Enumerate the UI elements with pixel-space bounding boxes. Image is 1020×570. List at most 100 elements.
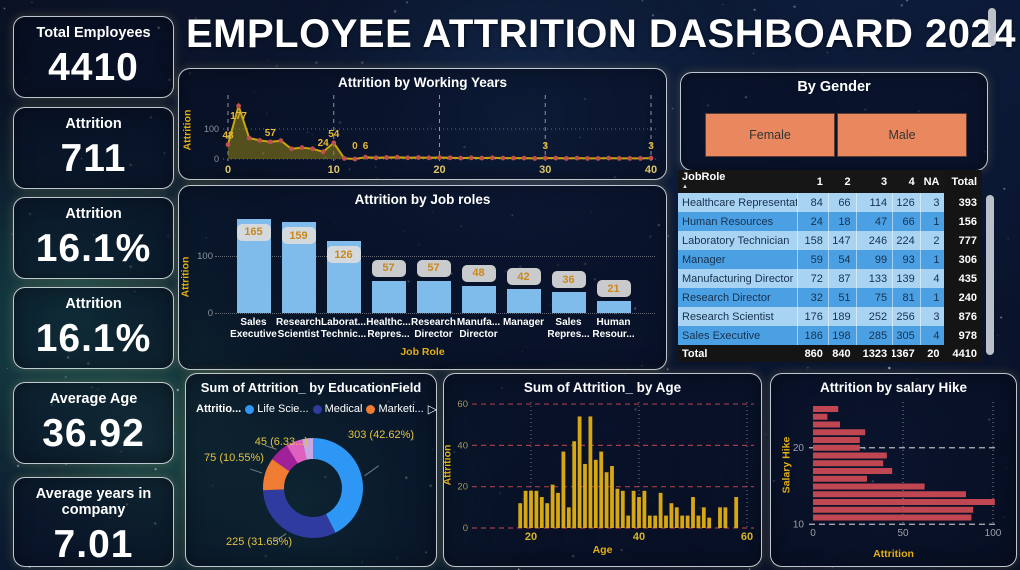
- bar-age-46[interactable]: [670, 503, 674, 528]
- data-point-year-33[interactable]: [575, 156, 580, 161]
- table-scrollbar[interactable]: [986, 195, 994, 355]
- data-point-year-18[interactable]: [416, 155, 421, 160]
- table-row[interactable]: Research Director 32 51 75 81 1 240: [678, 288, 982, 307]
- page-scrollbar[interactable]: [988, 8, 996, 46]
- bar-age-38[interactable]: [626, 516, 630, 528]
- data-point-year-27[interactable]: [511, 156, 516, 161]
- data-point-year-10[interactable]: [331, 140, 336, 145]
- table-row[interactable]: Manager 59 54 99 93 1 306: [678, 250, 982, 269]
- bar-healthc...-repres...[interactable]: [372, 281, 406, 313]
- data-point-year-39[interactable]: [638, 156, 643, 161]
- data-point-year-28[interactable]: [522, 156, 527, 161]
- data-point-year-30[interactable]: [543, 156, 548, 161]
- bar-research-director[interactable]: [417, 281, 451, 313]
- bar-age-37[interactable]: [621, 491, 625, 528]
- bar-hike-15[interactable]: [813, 484, 925, 490]
- bar-age-27[interactable]: [567, 507, 571, 528]
- column-header-jobrole[interactable]: JobRole ▲: [678, 170, 797, 193]
- bar-age-53[interactable]: [707, 518, 711, 528]
- bar-age-28[interactable]: [572, 441, 576, 528]
- bar-manufa...-director[interactable]: [462, 286, 496, 313]
- data-point-year-3[interactable]: [257, 138, 262, 143]
- data-point-year-35[interactable]: [596, 156, 601, 161]
- bar-age-26[interactable]: [562, 452, 566, 528]
- bar-hike-25[interactable]: [813, 406, 838, 412]
- bar-hike-19[interactable]: [813, 453, 887, 459]
- bar-age-31[interactable]: [589, 416, 593, 528]
- bar-age-39[interactable]: [632, 491, 636, 528]
- bar-sales-repres...[interactable]: [552, 292, 586, 313]
- bar-age-42[interactable]: [648, 516, 652, 528]
- column-header-2[interactable]: 2: [828, 170, 856, 193]
- data-point-year-13[interactable]: [363, 155, 368, 160]
- data-point-year-34[interactable]: [585, 156, 590, 161]
- bar-age-20[interactable]: [529, 491, 533, 528]
- column-header-1[interactable]: 1: [797, 170, 828, 193]
- data-point-year-8[interactable]: [310, 146, 315, 151]
- legend-item-0[interactable]: Life Scie...: [245, 403, 308, 415]
- bar-age-21[interactable]: [535, 491, 539, 528]
- data-point-year-2[interactable]: [247, 136, 252, 141]
- bar-age-43[interactable]: [653, 516, 657, 528]
- column-header-4[interactable]: 4: [892, 170, 920, 193]
- bar-age-32[interactable]: [594, 460, 598, 528]
- data-point-year-22[interactable]: [458, 156, 463, 161]
- data-point-year-23[interactable]: [469, 155, 474, 160]
- data-point-year-36[interactable]: [606, 156, 611, 161]
- gender-button-male[interactable]: Male: [837, 113, 967, 157]
- data-point-year-7[interactable]: [300, 145, 305, 150]
- data-point-year-31[interactable]: [553, 156, 558, 161]
- column-header-na[interactable]: NA: [920, 170, 945, 193]
- table-row[interactable]: Research Scientist 176 189 252 256 3 876: [678, 307, 982, 326]
- bar-hike-14[interactable]: [813, 491, 966, 497]
- bar-age-51[interactable]: [697, 516, 701, 528]
- data-point-year-6[interactable]: [289, 146, 294, 151]
- bar-age-55[interactable]: [718, 507, 722, 528]
- data-point-year-11[interactable]: [342, 156, 347, 161]
- legend-item-2[interactable]: Marketi...: [366, 403, 423, 415]
- bar-age-41[interactable]: [643, 491, 647, 528]
- bar-hike-11[interactable]: [813, 515, 971, 521]
- table-row[interactable]: Sales Executive 186 198 285 305 4 978: [678, 326, 982, 345]
- bar-hike-16[interactable]: [813, 476, 867, 482]
- working-years-area-chart[interactable]: 0 10 20 30 400100481775724540 6 3 3: [179, 69, 666, 179]
- data-point-year-14[interactable]: [374, 155, 379, 160]
- data-point-year-32[interactable]: [564, 156, 569, 161]
- data-point-year-4[interactable]: [268, 140, 273, 145]
- bar-age-36[interactable]: [616, 489, 620, 528]
- data-point-year-12[interactable]: [353, 157, 358, 162]
- legend-next-icon[interactable]: ▷: [428, 402, 437, 416]
- bar-human-resour...[interactable]: [597, 301, 631, 313]
- data-point-year-26[interactable]: [501, 156, 506, 161]
- bar-age-47[interactable]: [675, 507, 679, 528]
- bar-age-29[interactable]: [578, 416, 582, 528]
- data-point-year-19[interactable]: [427, 155, 432, 160]
- bar-age-33[interactable]: [599, 452, 603, 528]
- bar-age-34[interactable]: [605, 472, 609, 528]
- bar-age-56[interactable]: [724, 507, 728, 528]
- bar-age-22[interactable]: [540, 497, 544, 528]
- data-point-year-1[interactable]: [236, 104, 241, 109]
- bar-age-48[interactable]: [680, 516, 684, 528]
- data-point-year-21[interactable]: [448, 155, 453, 160]
- bar-hike-23[interactable]: [813, 422, 840, 428]
- table-row[interactable]: Laboratory Technician 158 147 246 224 2 777: [678, 231, 982, 250]
- data-point-year-0[interactable]: [226, 142, 231, 147]
- bar-age-23[interactable]: [545, 503, 549, 528]
- bar-hike-24[interactable]: [813, 414, 827, 420]
- bar-hike-17[interactable]: [813, 468, 892, 474]
- table-row[interactable]: Manufacturing Director 72 87 133 139 4 435: [678, 269, 982, 288]
- data-point-year-37[interactable]: [617, 156, 622, 161]
- data-point-year-16[interactable]: [395, 155, 400, 160]
- donut-slice-1[interactable]: [263, 489, 335, 538]
- data-point-year-9[interactable]: [321, 149, 326, 154]
- data-point-year-15[interactable]: [384, 155, 389, 160]
- bar-manager[interactable]: [507, 289, 541, 313]
- bar-hike-12[interactable]: [813, 507, 973, 513]
- bar-age-30[interactable]: [583, 464, 587, 528]
- legend-item-1[interactable]: Medical: [313, 403, 363, 415]
- column-header-total[interactable]: Total: [945, 170, 983, 193]
- salary-hike-bar-chart[interactable]: 0 50 100 20 10: [771, 374, 1016, 566]
- table-row[interactable]: Human Resources 24 18 47 66 1 156: [678, 212, 982, 231]
- data-point-year-24[interactable]: [479, 156, 484, 161]
